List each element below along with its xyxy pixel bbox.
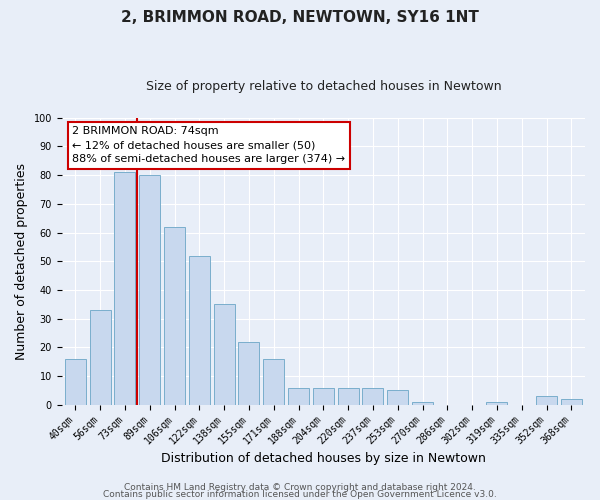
Text: 2 BRIMMON ROAD: 74sqm
← 12% of detached houses are smaller (50)
88% of semi-deta: 2 BRIMMON ROAD: 74sqm ← 12% of detached …: [72, 126, 345, 164]
Bar: [189, 256, 210, 404]
Bar: [164, 227, 185, 404]
Bar: [313, 388, 334, 404]
Bar: [89, 310, 110, 404]
Bar: [139, 175, 160, 404]
X-axis label: Distribution of detached houses by size in Newtown: Distribution of detached houses by size …: [161, 452, 486, 465]
Bar: [412, 402, 433, 404]
Bar: [65, 359, 86, 405]
Bar: [338, 388, 359, 404]
Bar: [536, 396, 557, 404]
Bar: [238, 342, 259, 404]
Bar: [263, 359, 284, 405]
Bar: [487, 402, 508, 404]
Bar: [288, 388, 309, 404]
Bar: [362, 388, 383, 404]
Bar: [115, 172, 136, 404]
Bar: [387, 390, 408, 404]
Bar: [214, 304, 235, 404]
Text: 2, BRIMMON ROAD, NEWTOWN, SY16 1NT: 2, BRIMMON ROAD, NEWTOWN, SY16 1NT: [121, 10, 479, 25]
Text: Contains public sector information licensed under the Open Government Licence v3: Contains public sector information licen…: [103, 490, 497, 499]
Text: Contains HM Land Registry data © Crown copyright and database right 2024.: Contains HM Land Registry data © Crown c…: [124, 484, 476, 492]
Bar: [561, 399, 582, 404]
Y-axis label: Number of detached properties: Number of detached properties: [15, 163, 28, 360]
Title: Size of property relative to detached houses in Newtown: Size of property relative to detached ho…: [146, 80, 501, 93]
